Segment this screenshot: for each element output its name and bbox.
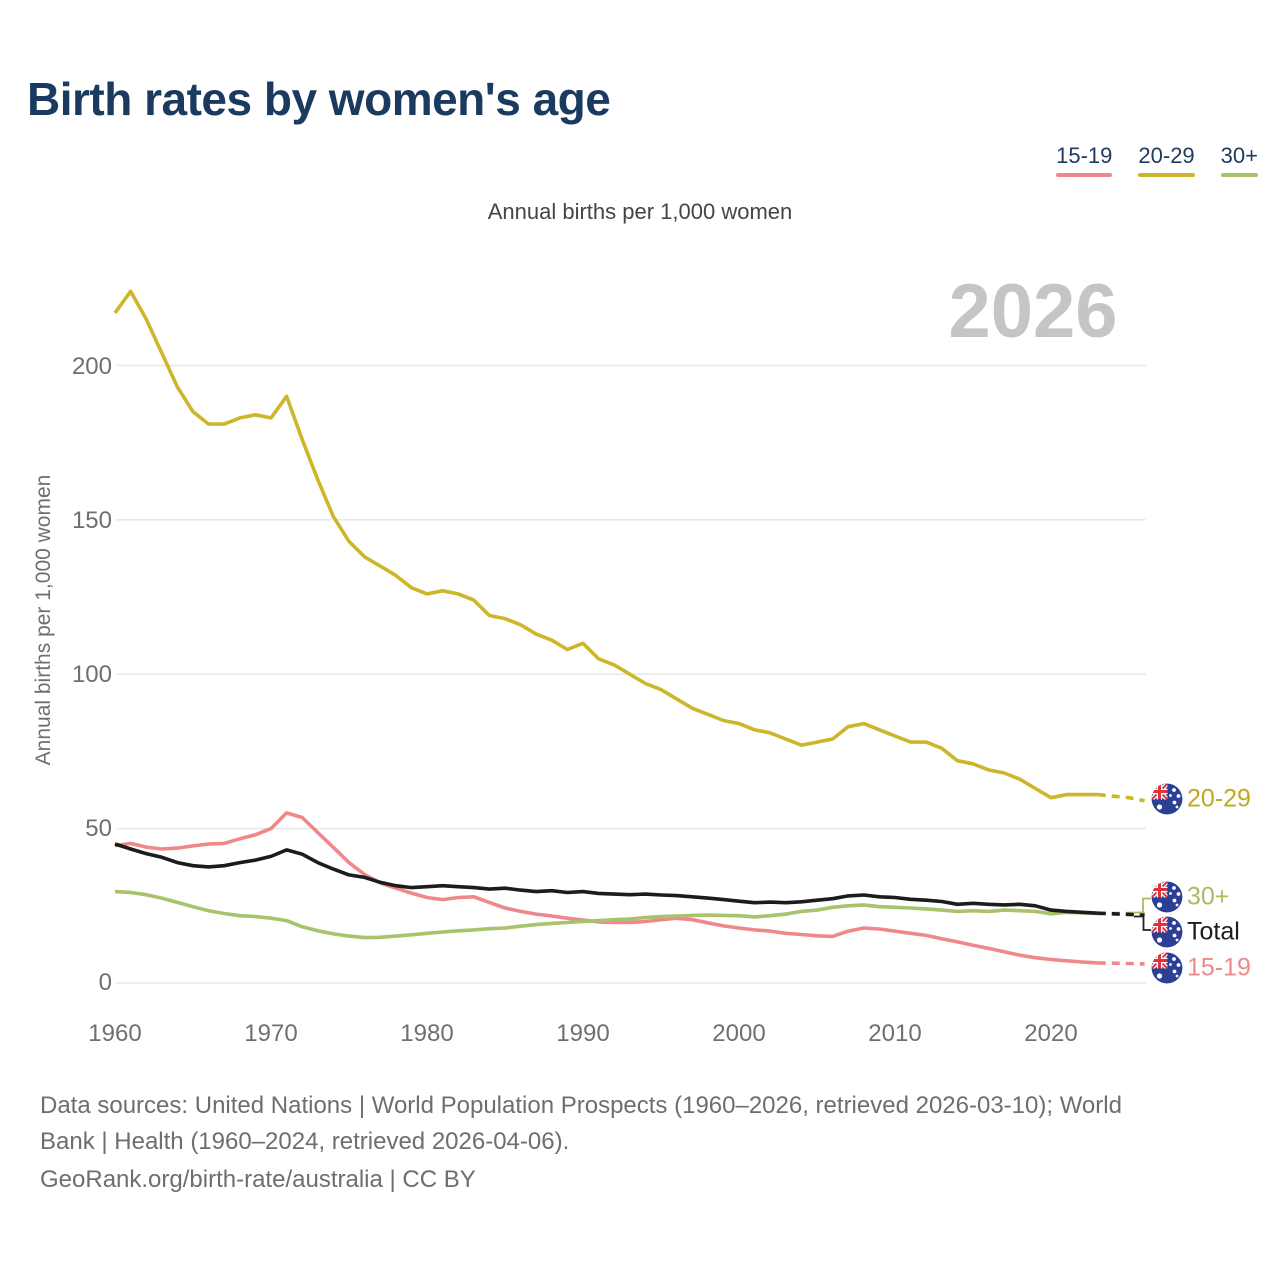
x-tick-2000: 2000 <box>712 1020 766 1047</box>
legend-swatch-yellow <box>1138 173 1195 177</box>
footer-sources-line1: Data sources: United Nations | World Pop… <box>40 1092 1122 1119</box>
australia-flag-icon <box>1151 952 1183 984</box>
end-label-15-19: 15-19 <box>1187 953 1251 982</box>
legend-label: 30+ <box>1220 143 1258 168</box>
page-title: Birth rates by women's age <box>27 73 611 125</box>
x-tick-1980: 1980 <box>400 1020 454 1047</box>
legend-label: 15-19 <box>1056 143 1113 168</box>
x-tick-2020: 2020 <box>1024 1020 1078 1047</box>
series-line-20-29 <box>1097 792 1145 803</box>
australia-flag-icon <box>1151 783 1183 815</box>
x-tick-1990: 1990 <box>556 1020 610 1047</box>
legend-swatch-pink <box>1056 173 1113 177</box>
series-line-Total <box>114 842 1098 915</box>
series-lines <box>113 289 1145 966</box>
footer-sources-line2: Bank | Health (1960–2024, retrieved 2026… <box>40 1128 570 1155</box>
chart-subtitle: Annual births per 1,000 women <box>487 199 793 224</box>
end-label-total: Total <box>1187 917 1240 946</box>
australia-flag-icon <box>1151 916 1183 948</box>
legend: 15-19 20-29 30+ <box>1056 143 1258 177</box>
x-tick-1960: 1960 <box>88 1020 142 1047</box>
series-line-Total <box>1097 911 1145 917</box>
series-line-15-19 <box>114 811 1098 965</box>
footer-data-sources: Data sources: United Nations | World Pop… <box>40 1088 1230 1160</box>
australia-flag-icon <box>1151 881 1183 913</box>
legend-item-15-19[interactable]: 15-19 <box>1056 143 1113 177</box>
series-line-15-19 <box>1097 961 1145 966</box>
footer-credit: GeoRank.org/birth-rate/australia | CC BY <box>40 1166 476 1193</box>
legend-item-30plus[interactable]: 30+ <box>1220 143 1258 177</box>
legend-item-20-29[interactable]: 20-29 <box>1138 143 1195 177</box>
y-tick-100: 100 <box>71 661 112 688</box>
y-tick-200: 200 <box>71 353 112 380</box>
series-line-30+ <box>114 889 1098 940</box>
end-label-bracket <box>1134 897 1151 931</box>
end-label-30plus: 30+ <box>1187 882 1230 911</box>
y-tick-0: 0 <box>98 969 112 996</box>
legend-label: 20-29 <box>1138 143 1195 168</box>
y-tick-150: 150 <box>71 507 112 534</box>
watermark-year: 2026 <box>948 269 1118 354</box>
x-tick-1970: 1970 <box>244 1020 298 1047</box>
x-tick-2010: 2010 <box>868 1020 922 1047</box>
series-line-20-29 <box>113 289 1098 800</box>
end-label-20-29: 20-29 <box>1187 784 1251 813</box>
legend-swatch-green <box>1220 173 1258 177</box>
y-tick-50: 50 <box>85 815 112 842</box>
